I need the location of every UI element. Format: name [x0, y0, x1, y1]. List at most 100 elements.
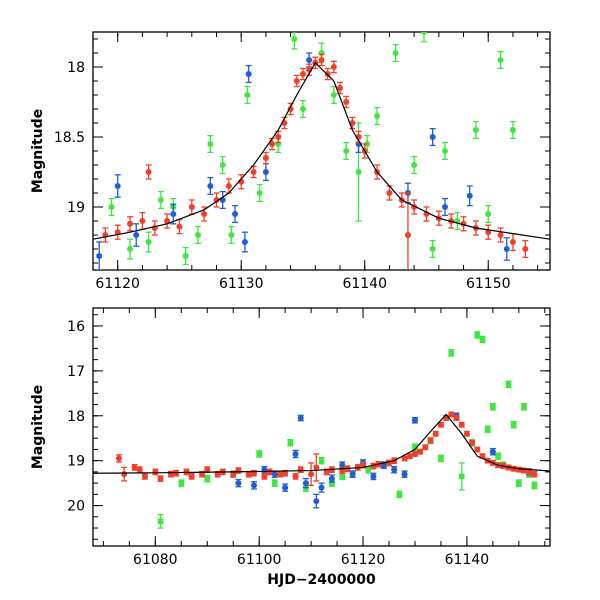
data-point-red — [509, 239, 516, 245]
x-axis-label: HJD−2400000 — [267, 572, 376, 588]
data-point-red — [522, 246, 529, 252]
y-tick-label: 18 — [67, 60, 85, 76]
data-point-blue — [466, 192, 473, 199]
data-point-green — [157, 518, 164, 525]
data-point-red — [297, 466, 304, 473]
data-point-green — [271, 480, 278, 486]
model-curve — [93, 413, 550, 474]
x-tick-label: 61140 — [342, 276, 387, 292]
data-point-green — [204, 475, 211, 482]
data-point-green — [442, 148, 449, 154]
data-point-blue — [114, 183, 121, 189]
data-point-green — [228, 232, 235, 238]
y-axis-label: Magnitude — [30, 385, 46, 469]
data-point-green — [256, 190, 263, 196]
data-point-green — [244, 92, 251, 98]
data-point-blue — [349, 471, 356, 478]
data-point-red — [293, 78, 300, 84]
data-point-green — [521, 403, 527, 410]
data-point-blue — [170, 211, 177, 217]
data-point-green — [219, 162, 226, 168]
data-layer — [93, 331, 550, 529]
data-point-red — [343, 99, 350, 105]
data-point-red — [269, 141, 276, 147]
data-point-green — [479, 336, 486, 343]
data-point-red — [188, 473, 195, 480]
plot-frame — [92, 31, 551, 271]
data-point-blue — [241, 239, 248, 245]
data-point-red — [330, 64, 337, 70]
data-point-red — [526, 468, 533, 475]
x-tick-label: 61080 — [133, 552, 178, 568]
data-point-red — [299, 71, 306, 77]
data-point-red — [245, 471, 252, 478]
data-point-green — [509, 127, 516, 133]
data-point-blue — [429, 134, 436, 140]
data-point-red — [474, 446, 481, 453]
data-point-green — [145, 239, 152, 245]
data-point-blue — [96, 253, 103, 259]
data-point-green — [421, 32, 428, 35]
data-point-blue — [503, 246, 510, 252]
data-point-red — [318, 57, 325, 63]
data-point-red — [406, 453, 413, 460]
data-point-green — [194, 232, 201, 238]
data-point-blue — [271, 471, 278, 478]
data-point-blue — [328, 475, 335, 482]
data-point-red — [313, 464, 320, 471]
data-point-red — [469, 439, 476, 446]
top-panel: 61120 61130 61140 61150 18 18.5 19 Magnitude — [30, 31, 551, 292]
y-tick-label: 17 — [67, 364, 85, 380]
x-tick-label: 61120 — [95, 276, 140, 292]
data-point-red — [213, 197, 220, 203]
data-point-red — [432, 430, 439, 437]
data-point-red — [437, 421, 444, 428]
x-tick-label: 61120 — [341, 552, 386, 568]
data-point-red — [386, 190, 393, 196]
data-point-red — [204, 466, 211, 473]
data-point-green — [412, 444, 418, 451]
data-point-green — [178, 480, 185, 486]
data-point-green — [484, 426, 491, 433]
y-tick-label: 20 — [67, 499, 85, 515]
data-point-red — [308, 471, 315, 478]
data-point-blue — [262, 169, 269, 175]
data-point-red — [115, 455, 122, 462]
y-tick-label: 16 — [67, 319, 85, 335]
data-point-green — [318, 457, 325, 464]
data-point-green — [365, 466, 372, 473]
data-point-green — [448, 350, 455, 356]
data-point-blue — [313, 498, 320, 505]
data-point-blue — [302, 480, 309, 487]
data-point-red — [282, 470, 289, 477]
data-point-red — [531, 471, 538, 478]
data-point-red — [292, 473, 299, 480]
data-point-green — [516, 480, 522, 486]
data-point-red — [417, 448, 424, 455]
data-point-red — [173, 470, 180, 477]
series-red — [115, 411, 538, 487]
data-point-red — [448, 411, 455, 418]
data-point-green — [485, 211, 492, 217]
y-tick-label: 18 — [67, 409, 85, 425]
data-point-green — [531, 482, 538, 489]
data-point-red — [225, 183, 232, 189]
data-point-green — [490, 403, 496, 410]
y-tick-label: 19 — [67, 200, 85, 216]
data-point-red — [121, 471, 128, 478]
data-point-blue — [370, 473, 377, 480]
data-point-green — [299, 106, 306, 112]
data-point-green — [472, 127, 479, 133]
data-point-blue — [207, 183, 214, 189]
data-point-blue — [401, 471, 408, 478]
x-tick-label: 61100 — [237, 552, 282, 568]
plot-frame — [92, 307, 551, 547]
data-point-red — [141, 473, 148, 480]
data-point-red — [139, 218, 146, 224]
data-point-red — [230, 471, 237, 478]
x-tick-label: 61130 — [219, 276, 264, 292]
data-point-red — [262, 155, 269, 161]
data-point-green — [291, 36, 298, 42]
data-point-red — [515, 466, 522, 473]
data-point-blue — [232, 211, 239, 217]
